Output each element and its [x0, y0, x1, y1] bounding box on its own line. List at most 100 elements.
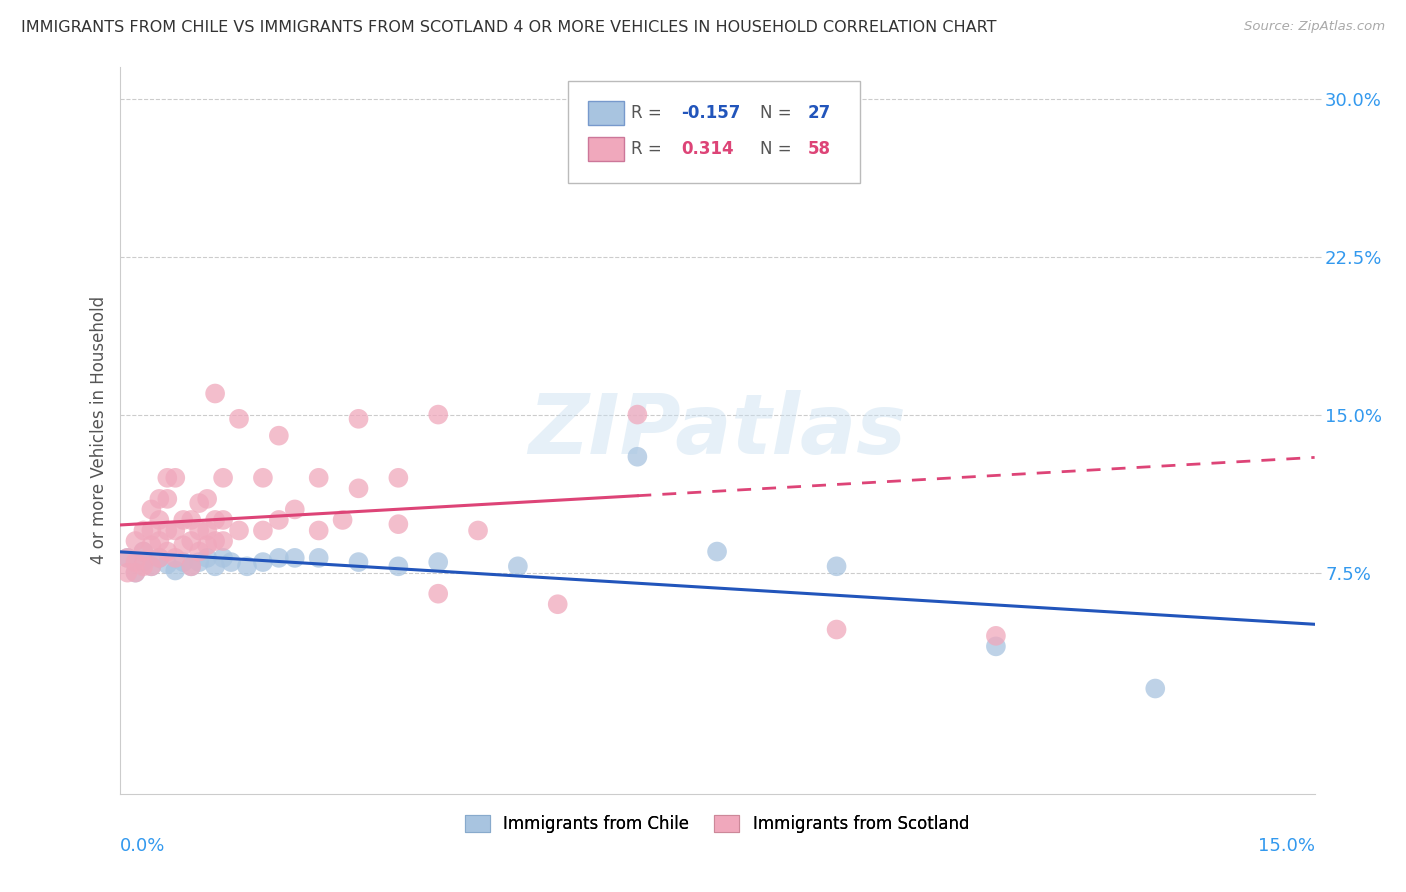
Point [308, 471, 330, 485]
Point [172, 555, 194, 569]
Text: Source: ZipAtlas.com: Source: ZipAtlas.com [1244, 20, 1385, 33]
Point [188, 524, 211, 538]
Point [427, 555, 450, 569]
Point [332, 513, 354, 527]
FancyBboxPatch shape [588, 137, 624, 161]
Text: 58: 58 [808, 140, 831, 158]
Point [172, 538, 194, 552]
Point [284, 550, 307, 565]
Point [188, 496, 211, 510]
Text: IMMIGRANTS FROM CHILE VS IMMIGRANTS FROM SCOTLAND 4 OR MORE VEHICLES IN HOUSEHOL: IMMIGRANTS FROM CHILE VS IMMIGRANTS FROM… [21, 20, 997, 35]
Point [141, 502, 163, 516]
Y-axis label: 4 or more Vehicles in Household: 4 or more Vehicles in Household [90, 296, 108, 565]
Point [1144, 681, 1167, 696]
Point [132, 524, 155, 538]
Point [706, 154, 728, 169]
Point [212, 471, 235, 485]
Point [236, 559, 259, 574]
Point [825, 559, 848, 574]
Text: N =: N = [761, 103, 792, 121]
Point [124, 566, 146, 580]
Point [188, 544, 211, 558]
Point [180, 559, 202, 574]
Point [984, 640, 1007, 654]
Point [156, 471, 179, 485]
Point [165, 524, 187, 538]
Point [141, 559, 163, 574]
Point [212, 534, 235, 549]
Point [204, 386, 226, 401]
Point [984, 629, 1007, 643]
Point [165, 471, 187, 485]
Point [156, 524, 179, 538]
Point [267, 550, 290, 565]
Point [117, 550, 139, 565]
Point [148, 550, 170, 565]
Text: 0.0%: 0.0% [120, 838, 165, 855]
Point [228, 524, 250, 538]
Point [308, 524, 330, 538]
Point [165, 550, 187, 565]
Point [825, 623, 848, 637]
Point [132, 544, 155, 558]
Point [132, 559, 155, 574]
Point [148, 534, 170, 549]
Point [252, 524, 274, 538]
FancyBboxPatch shape [588, 101, 624, 125]
Point [252, 471, 274, 485]
Point [195, 524, 218, 538]
Point [124, 566, 146, 580]
Point [252, 555, 274, 569]
Text: R =: R = [631, 103, 662, 121]
Point [284, 502, 307, 516]
Point [180, 534, 202, 549]
Point [204, 559, 226, 574]
Text: -0.157: -0.157 [682, 103, 741, 121]
Point [347, 412, 370, 426]
Point [204, 534, 226, 549]
Point [172, 513, 194, 527]
Point [141, 559, 163, 574]
Point [132, 555, 155, 569]
Point [308, 550, 330, 565]
Point [626, 408, 648, 422]
Point [124, 534, 146, 549]
Legend: Immigrants from Chile, Immigrants from Scotland: Immigrants from Chile, Immigrants from S… [458, 808, 976, 840]
Point [117, 550, 139, 565]
Point [165, 564, 187, 578]
Point [156, 544, 179, 558]
Point [204, 513, 226, 527]
Point [212, 513, 235, 527]
Point [267, 428, 290, 442]
Point [148, 513, 170, 527]
Point [387, 471, 409, 485]
Point [626, 450, 648, 464]
Text: R =: R = [631, 140, 662, 158]
Point [148, 491, 170, 506]
Point [387, 559, 409, 574]
Point [132, 544, 155, 558]
Text: 15.0%: 15.0% [1257, 838, 1315, 855]
Point [141, 524, 163, 538]
Point [427, 587, 450, 601]
Point [180, 513, 202, 527]
Text: N =: N = [761, 140, 792, 158]
Point [156, 491, 179, 506]
Point [188, 555, 211, 569]
Point [141, 538, 163, 552]
Point [387, 517, 409, 532]
Text: 0.314: 0.314 [682, 140, 734, 158]
Point [219, 555, 242, 569]
Point [267, 513, 290, 527]
FancyBboxPatch shape [568, 81, 860, 183]
Point [547, 597, 569, 611]
Point [347, 481, 370, 495]
Text: ZIPatlas: ZIPatlas [529, 390, 905, 471]
Point [148, 550, 170, 565]
Point [212, 550, 235, 565]
Point [506, 559, 529, 574]
Point [195, 550, 218, 565]
Point [124, 555, 146, 569]
Point [467, 524, 489, 538]
Point [156, 558, 179, 572]
